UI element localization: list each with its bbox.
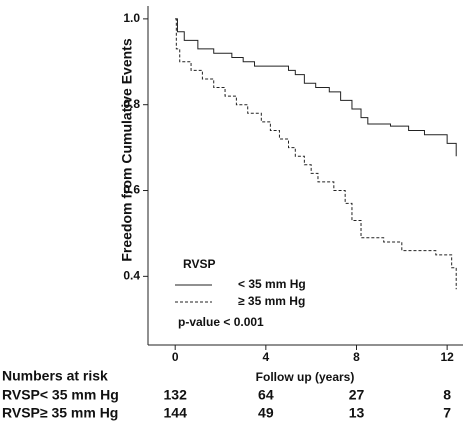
legend-label: < 35 mm Hg — [238, 277, 306, 291]
risk-count: 49 — [258, 405, 274, 421]
risk-row-label: RVSP≥ 35 mm Hg — [2, 405, 118, 421]
y-axis-label: Freedom from Cumulative Events — [119, 38, 135, 261]
y-tick-label: 0.4 — [123, 269, 140, 283]
y-tick-label: 0.6 — [123, 183, 140, 197]
y-tick-label: 1.0 — [123, 11, 140, 25]
survival-curve — [175, 18, 457, 290]
legend-title: RVSP — [183, 257, 215, 271]
survival-curve — [175, 18, 457, 157]
risk-count: 144 — [164, 405, 188, 421]
risk-count: 7 — [443, 405, 451, 421]
y-tick-label: 0.8 — [123, 97, 140, 111]
risk-count: 132 — [164, 387, 188, 403]
legend-label: ≥ 35 mm Hg — [238, 294, 305, 308]
risk-row-label: RVSP< 35 mm Hg — [2, 387, 119, 403]
x-tick-label: 8 — [353, 350, 360, 364]
annotation: p-value < 0.001 — [178, 315, 264, 329]
x-tick-label: 0 — [172, 350, 179, 364]
risk-table-title: Numbers at risk — [2, 368, 108, 384]
risk-count: 8 — [443, 387, 451, 403]
risk-count: 13 — [349, 405, 365, 421]
risk-count: 27 — [349, 387, 365, 403]
x-tick-label: 12 — [440, 350, 454, 364]
x-axis-label: Follow up (years) — [256, 370, 355, 384]
risk-count: 64 — [258, 387, 274, 403]
x-tick-label: 4 — [262, 350, 269, 364]
